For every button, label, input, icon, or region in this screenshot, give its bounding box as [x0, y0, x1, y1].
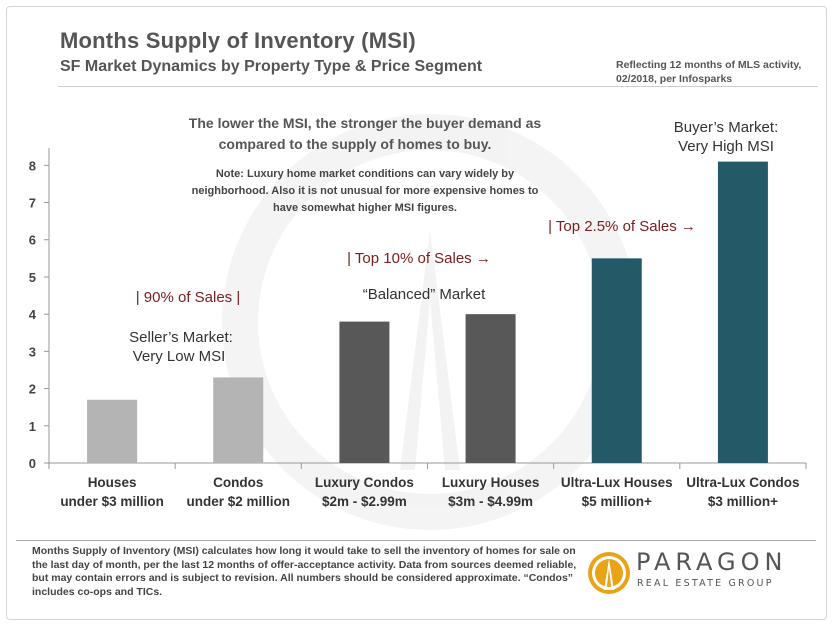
- x-tick-label: $5 million+: [582, 494, 652, 509]
- x-tick-label: Condos: [213, 475, 263, 490]
- y-tick-group: 0 1 2 3 4 5 6 7 8: [29, 158, 49, 471]
- x-tick-label: $3m - $4.99m: [448, 494, 533, 509]
- data-source-note: Reflecting 12 months of MLS activity, 02…: [616, 59, 802, 85]
- y-tick-label: 5: [29, 270, 36, 285]
- bar: [87, 399, 138, 463]
- footer-disclaimer: Months Supply of Inventory (MSI) calcula…: [32, 545, 577, 598]
- y-tick-label: 8: [29, 158, 36, 173]
- paragon-emblem-icon: [588, 552, 630, 594]
- sellers-market-line-1: Seller’s Market:: [129, 329, 233, 346]
- y-tick-label: 4: [29, 307, 37, 322]
- logo-name: PARAGON: [636, 548, 788, 576]
- y-tick-label: 0: [29, 456, 36, 471]
- y-tick-label: 6: [29, 233, 36, 248]
- x-tick-label: $2m - $2.99m: [322, 494, 407, 509]
- msi-bar-chart: 0 1 2 3 4 5 6 7 8 Houses under $3 million Condos un…: [29, 114, 807, 530]
- footer-divider: [16, 540, 816, 541]
- y-tick-label: 3: [29, 344, 36, 359]
- bar: [717, 161, 768, 463]
- slide-frame: [6, 6, 827, 620]
- y-tick-label: 1: [29, 419, 36, 434]
- sellers-market-line-2: Very Low MSI: [133, 348, 226, 365]
- x-tick-label: Luxury Condos: [315, 475, 414, 490]
- bar: [465, 314, 516, 463]
- x-label-group: Houses under $3 million Condos under $2 mil…: [60, 475, 799, 509]
- note-line-1: Note: Luxury home market conditions can …: [216, 168, 515, 180]
- x-divider-group: [48, 463, 807, 469]
- chart-title: Months Supply of Inventory (MSI): [60, 28, 416, 53]
- segment-90-label: | 90% of Sales |: [136, 289, 241, 306]
- segment-2-5-label: | Top 2.5% of Sales →: [548, 218, 696, 235]
- bar-group: [87, 161, 768, 463]
- note-line-2: neighborhood. Also it is not unusual for…: [192, 185, 539, 197]
- x-tick-label: Houses: [88, 475, 137, 490]
- buyers-market-line-2: Very High MSI: [678, 138, 774, 155]
- header-divider: [58, 86, 818, 87]
- chart-subtitle: SF Market Dynamics by Property Type & Pr…: [60, 58, 483, 75]
- buyers-market-line-1: Buyer’s Market:: [674, 119, 778, 136]
- x-tick-label: Ultra-Lux Condos: [686, 475, 799, 490]
- segment-10-label: | Top 10% of Sales →: [347, 250, 491, 267]
- logo-tagline: REAL ESTATE GROUP: [637, 578, 774, 589]
- note-line-3: have somewhat higher MSI figures.: [273, 202, 457, 214]
- x-tick-label: Ultra-Lux Houses: [561, 475, 673, 490]
- headline-line-1: The lower the MSI, the stronger the buye…: [189, 115, 542, 131]
- x-tick-label: under $2 million: [186, 494, 290, 509]
- bar: [339, 321, 390, 463]
- bar: [591, 258, 642, 463]
- headline-line-2: compared to the supply of homes to buy.: [219, 136, 492, 152]
- y-tick-label: 7: [29, 196, 36, 211]
- paragon-logo: PARAGON REAL ESTATE GROUP: [586, 548, 806, 600]
- x-tick-label: Luxury Houses: [442, 475, 540, 490]
- balanced-market-label: “Balanced” Market: [363, 286, 486, 303]
- bar: [213, 377, 264, 463]
- x-tick-label: under $3 million: [60, 494, 164, 509]
- x-tick-label: $3 million+: [708, 494, 778, 509]
- y-tick-label: 2: [29, 382, 36, 397]
